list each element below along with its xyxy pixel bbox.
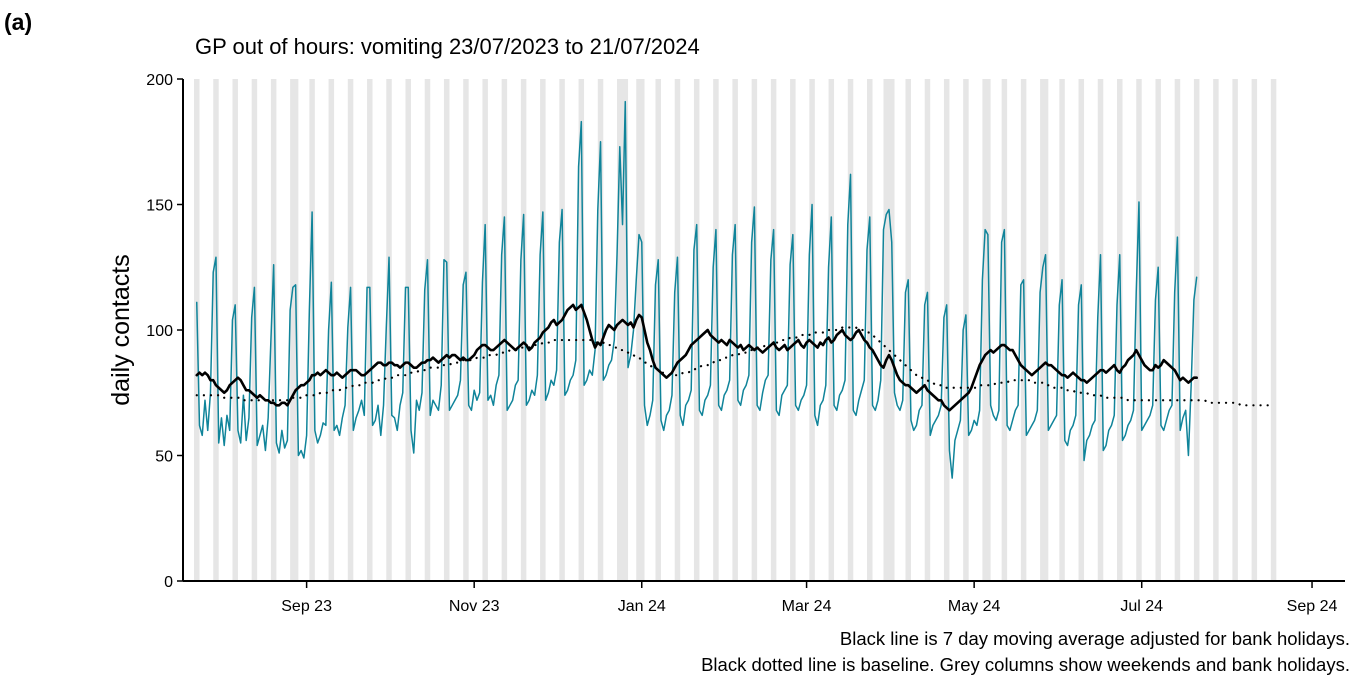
- shaded-column: [1232, 79, 1238, 581]
- shaded-column: [828, 79, 835, 581]
- shaded-column: [309, 79, 315, 581]
- shaded-column: [443, 79, 450, 581]
- shaded-column: [1136, 79, 1142, 581]
- x-tick-label: Jan 24: [618, 598, 666, 615]
- shaded-column: [655, 79, 661, 581]
- shaded-column: [790, 79, 796, 581]
- shaded-column: [693, 79, 700, 581]
- shaded-column: [751, 79, 758, 581]
- y-axis-label: daily contacts: [107, 254, 135, 405]
- plot-lines: [195, 100, 1275, 479]
- caption: Black line is 7 day moving average adjus…: [840, 628, 1350, 649]
- axes: 0 50 100 150 200 Sep 23 Nov 23 Jan 24 Mar 24 May …: [146, 72, 1345, 615]
- shaded-column: [982, 79, 991, 581]
- shaded-column: [213, 79, 219, 581]
- shaded-column: [270, 79, 277, 581]
- shaded-column: [597, 79, 604, 581]
- shaded-column: [1001, 79, 1008, 581]
- shaded-column: [1270, 79, 1277, 581]
- y-tick-label: 100: [146, 323, 173, 340]
- shaded-column: [501, 79, 508, 581]
- shaded-column: [367, 79, 373, 581]
- shaded-column: [732, 79, 738, 581]
- baseline-line: [195, 326, 1275, 407]
- shaded-column: [713, 79, 719, 581]
- shaded-column: [617, 79, 629, 581]
- shaded-column: [883, 79, 895, 581]
- chart-title: GP out of hours: vomiting 23/07/2023 to …: [195, 34, 700, 59]
- shaded-column: [405, 79, 412, 581]
- shaded-column: [578, 79, 585, 581]
- shaded-column: [847, 79, 854, 581]
- shaded-column: [867, 79, 873, 581]
- shaded-column: [1174, 79, 1181, 581]
- x-tick-label: Sep 24: [1287, 598, 1338, 615]
- shaded-column: [290, 79, 299, 581]
- panel-label: (a): [4, 9, 32, 35]
- shaded-column: [905, 79, 911, 581]
- shaded-column: [328, 79, 335, 581]
- y-tick-label: 150: [146, 198, 173, 215]
- y-tick-label: 200: [146, 72, 173, 89]
- caption: Black dotted line is baseline. Grey colu…: [701, 654, 1350, 675]
- shaded-column: [809, 79, 815, 581]
- shaded-column: [1116, 79, 1123, 581]
- shaded-column: [386, 79, 392, 581]
- shaded-column: [424, 79, 431, 581]
- shaded-column: [1213, 79, 1219, 581]
- x-tick-label: Sep 23: [281, 598, 332, 615]
- shaded-column: [1251, 79, 1258, 581]
- shaded-column: [1155, 79, 1161, 581]
- shaded-column: [1193, 79, 1200, 581]
- shaded-column: [674, 79, 681, 581]
- shading: [193, 79, 1277, 581]
- shaded-column: [636, 79, 645, 581]
- shaded-column: [1059, 79, 1065, 581]
- shaded-column: [540, 79, 546, 581]
- shaded-column: [1097, 79, 1104, 581]
- shaded-column: [463, 79, 469, 581]
- series-line: [195, 100, 1198, 479]
- series-line: [195, 303, 1198, 412]
- x-tick-label: Mar 24: [782, 598, 832, 615]
- x-tick-label: Jul 24: [1120, 598, 1163, 615]
- shaded-column: [347, 79, 354, 581]
- shaded-column: [1020, 79, 1027, 581]
- x-tick-label: May 24: [948, 598, 1001, 615]
- y-tick-label: 0: [164, 574, 173, 591]
- shaded-column: [770, 79, 777, 581]
- shaded-column: [559, 79, 565, 581]
- shaded-column: [1040, 79, 1049, 581]
- shaded-column: [482, 79, 488, 581]
- x-tick-label: Nov 23: [449, 598, 500, 615]
- y-tick-label: 50: [155, 449, 173, 466]
- shaded-column: [520, 79, 527, 581]
